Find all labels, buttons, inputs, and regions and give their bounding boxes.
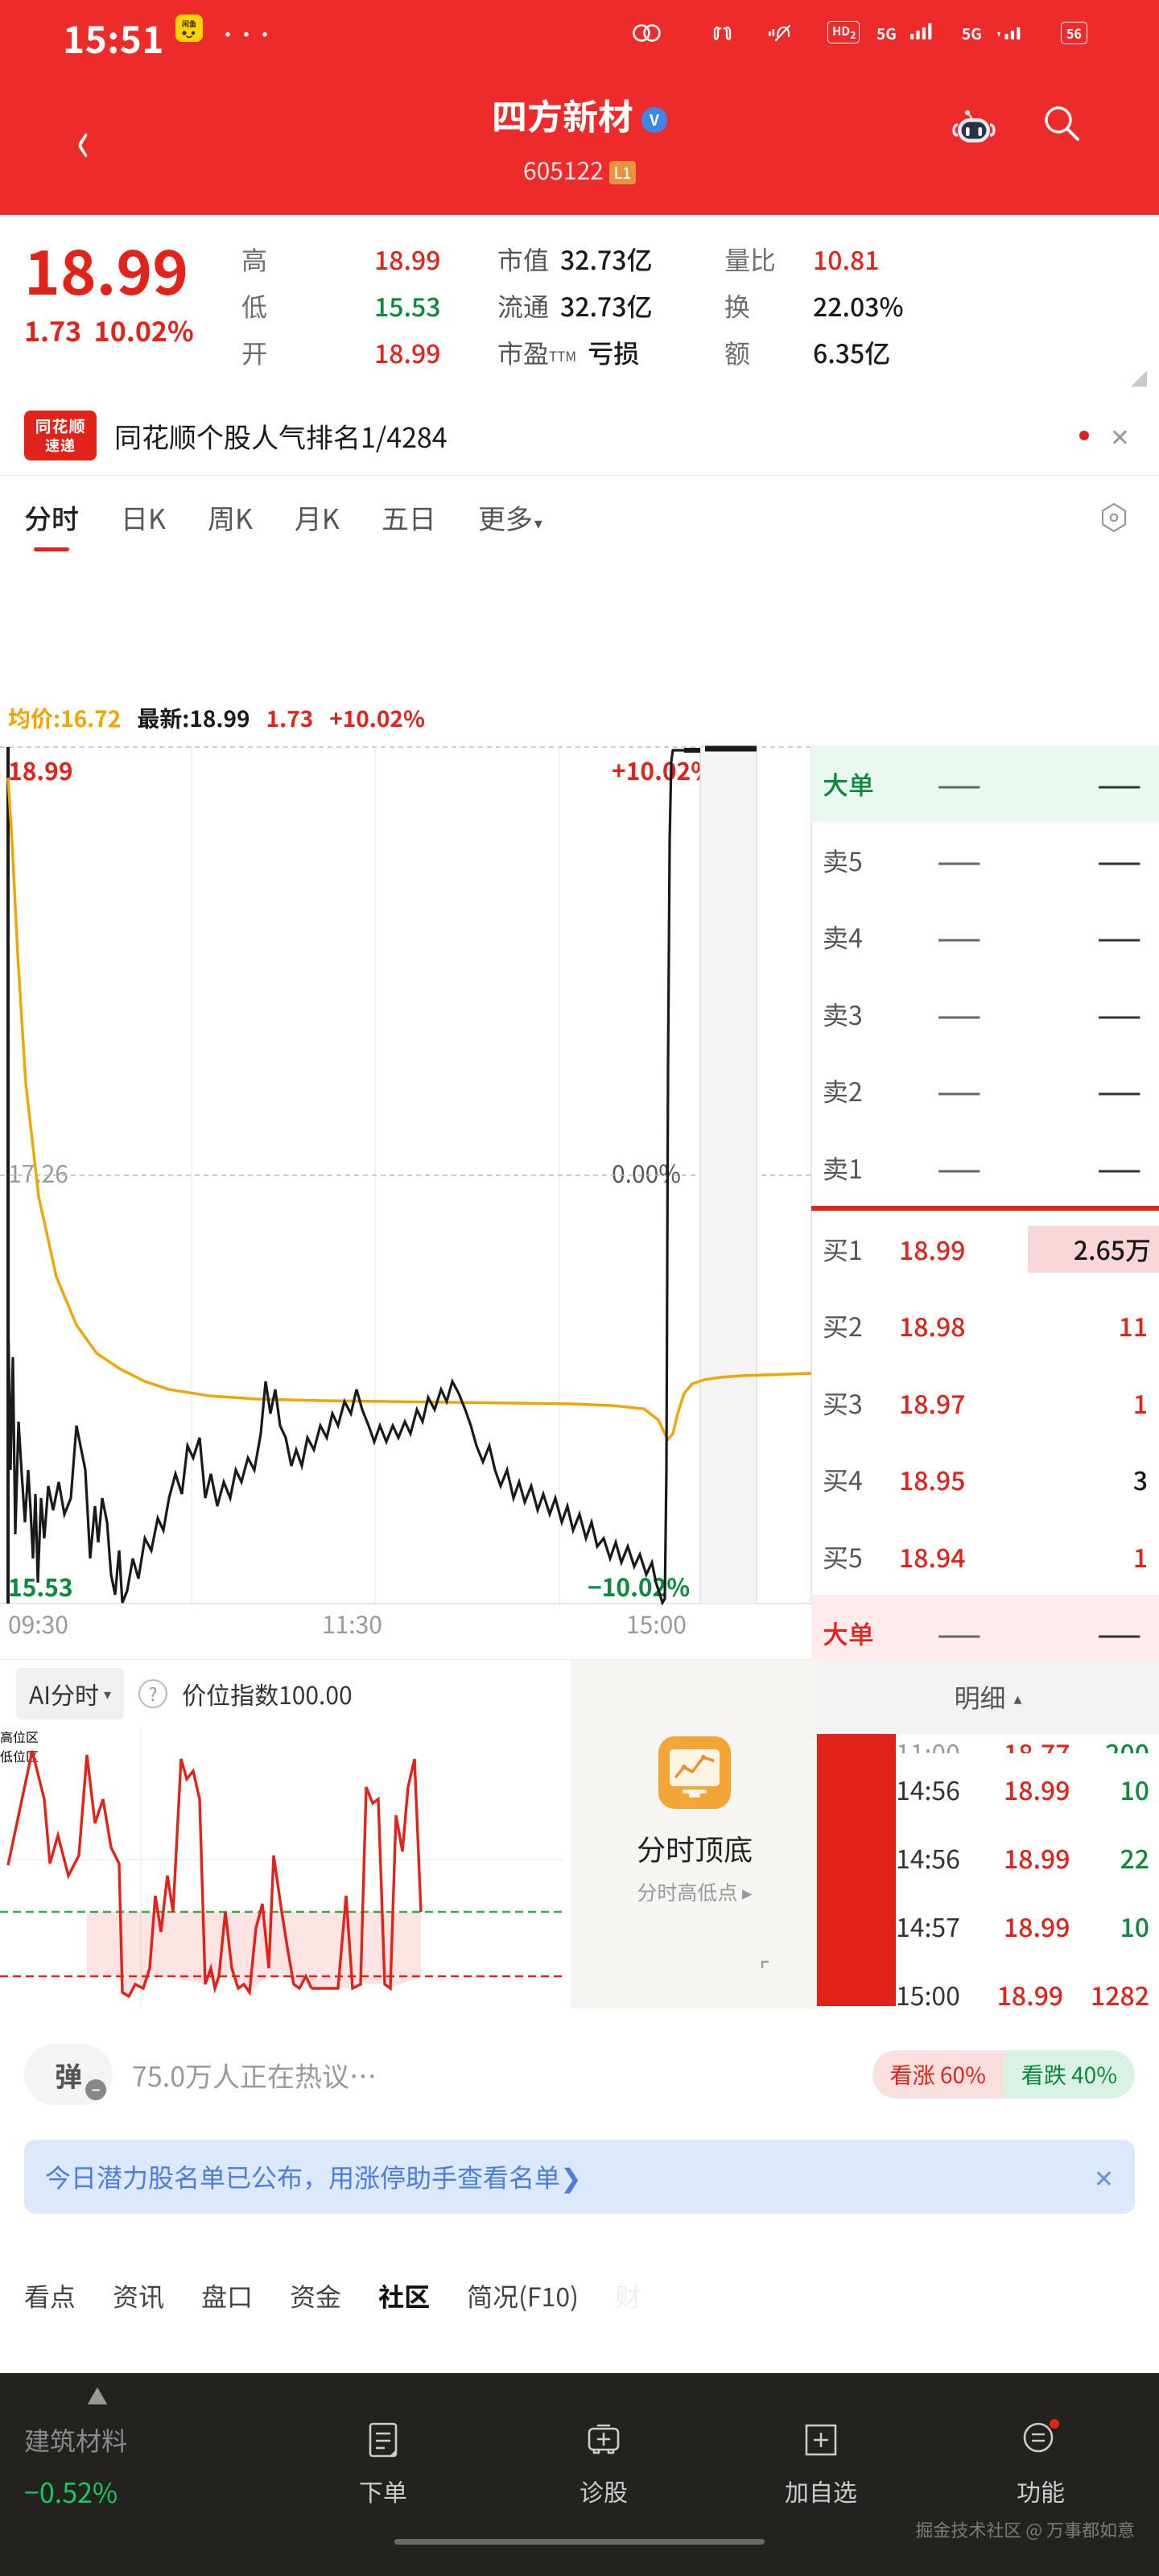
svg-text:闲鱼: 闲鱼	[182, 19, 196, 28]
